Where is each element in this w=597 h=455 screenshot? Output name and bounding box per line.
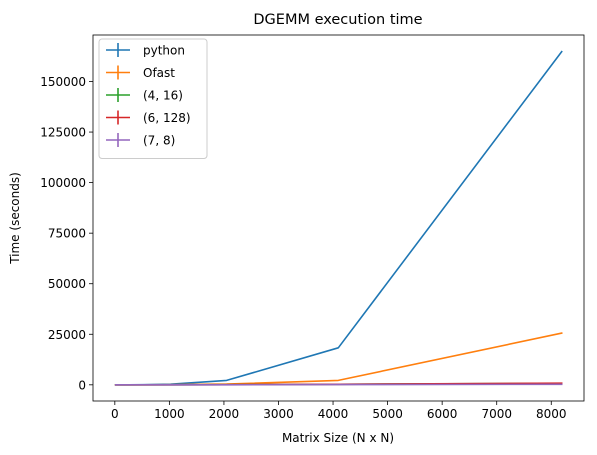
y-tick-label: 100000 [40, 176, 86, 190]
x-axis-ticks: 0 1000 2000 3000 4000 5000 6000 7000 8000 [111, 401, 567, 421]
legend-item: Ofast [106, 65, 175, 80]
y-tick-label: 0 [78, 378, 86, 392]
legend-item: python [106, 43, 185, 58]
legend: python Ofast (4, 16) (6, 128) (7, 8) [98, 38, 208, 159]
y-axis-ticks: 0 25000 50000 75000 100000 125000 150000 [40, 75, 93, 392]
legend-box [98, 38, 208, 159]
x-tick-label: 0 [111, 407, 119, 421]
x-tick-label: 4000 [318, 407, 349, 421]
x-tick-label: 6000 [427, 407, 458, 421]
plot-frame [92, 34, 585, 402]
legend-label: Ofast [143, 66, 175, 80]
legend-label: (7, 8) [143, 134, 175, 148]
y-tick-label: 125000 [40, 126, 86, 140]
legend-item: (7, 8) [106, 133, 175, 148]
x-tick-label: 2000 [209, 407, 240, 421]
x-tick-label: 8000 [536, 407, 567, 421]
legend-label: (4, 16) [143, 89, 183, 103]
x-tick-label: 5000 [372, 407, 403, 421]
x-axis-label: Matrix Size (N x N) [282, 431, 394, 445]
legend-label: (6, 128) [143, 111, 191, 125]
y-tick-label: 50000 [48, 277, 86, 291]
plot-lines [114, 50, 563, 386]
y-tick-label: 75000 [48, 227, 86, 241]
series-line-4 [114, 383, 563, 386]
x-tick-label: 3000 [263, 407, 294, 421]
chart-title: DGEMM execution time [253, 12, 422, 28]
y-axis-label: Time (seconds) [8, 172, 22, 265]
legend-item: (6, 128) [106, 110, 191, 125]
legend-label: python [143, 44, 185, 58]
x-tick-label: 7000 [481, 407, 512, 421]
y-tick-label: 150000 [40, 75, 86, 89]
y-tick-label: 25000 [48, 328, 86, 342]
x-tick-label: 1000 [154, 407, 185, 421]
legend-item: (4, 16) [106, 88, 183, 103]
